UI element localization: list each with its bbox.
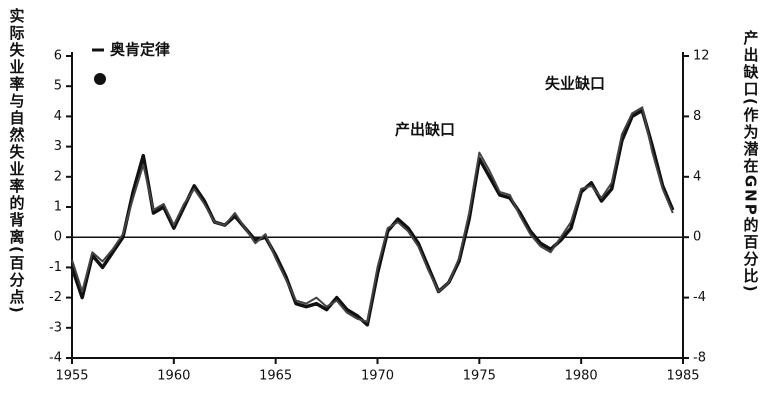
series-label: 失业缺口: [545, 75, 605, 93]
x-tick-label: 1975: [463, 369, 496, 384]
y-tick-label: 1: [54, 200, 62, 215]
y-tick-label: -1: [49, 260, 62, 275]
y2-tick-label: -4: [693, 290, 706, 305]
series-label: 产出缺口: [395, 121, 455, 139]
x-tick-label: 1985: [666, 369, 699, 384]
y2-axis-title: 产出缺口(作为潜在GNP的百分比): [742, 29, 760, 293]
y2-tick-label: 0: [693, 230, 701, 245]
x-tick-label: 1965: [259, 369, 292, 384]
x-tick-label: 1980: [565, 369, 598, 384]
y-tick-label: 2: [54, 169, 62, 184]
x-tick-label: 1960: [157, 369, 190, 384]
y-axis-title: 实际失业率与自然失业率的背离(百分点): [8, 7, 26, 315]
x-tick-label: 1955: [55, 369, 88, 384]
y-tick-label: 5: [54, 79, 62, 94]
y-tick-label: 6: [54, 49, 62, 64]
y2-tick-label: 4: [693, 169, 701, 184]
y-tick-label: -2: [49, 290, 62, 305]
x-tick-label: 1970: [361, 369, 394, 384]
y-tick-label: 3: [54, 139, 62, 154]
series-line: [71, 106, 674, 323]
y2-tick-label: 8: [693, 109, 701, 124]
y-tick-label: -3: [49, 320, 62, 335]
legend-dot: [94, 73, 106, 85]
y-tick-label: 4: [54, 109, 62, 124]
annotation: 奥肯定律: [110, 41, 170, 59]
y2-tick-label: -8: [693, 351, 706, 366]
y-tick-label: -4: [49, 351, 62, 366]
y2-tick-label: 12: [693, 49, 710, 64]
y-tick-label: 0: [54, 230, 62, 245]
